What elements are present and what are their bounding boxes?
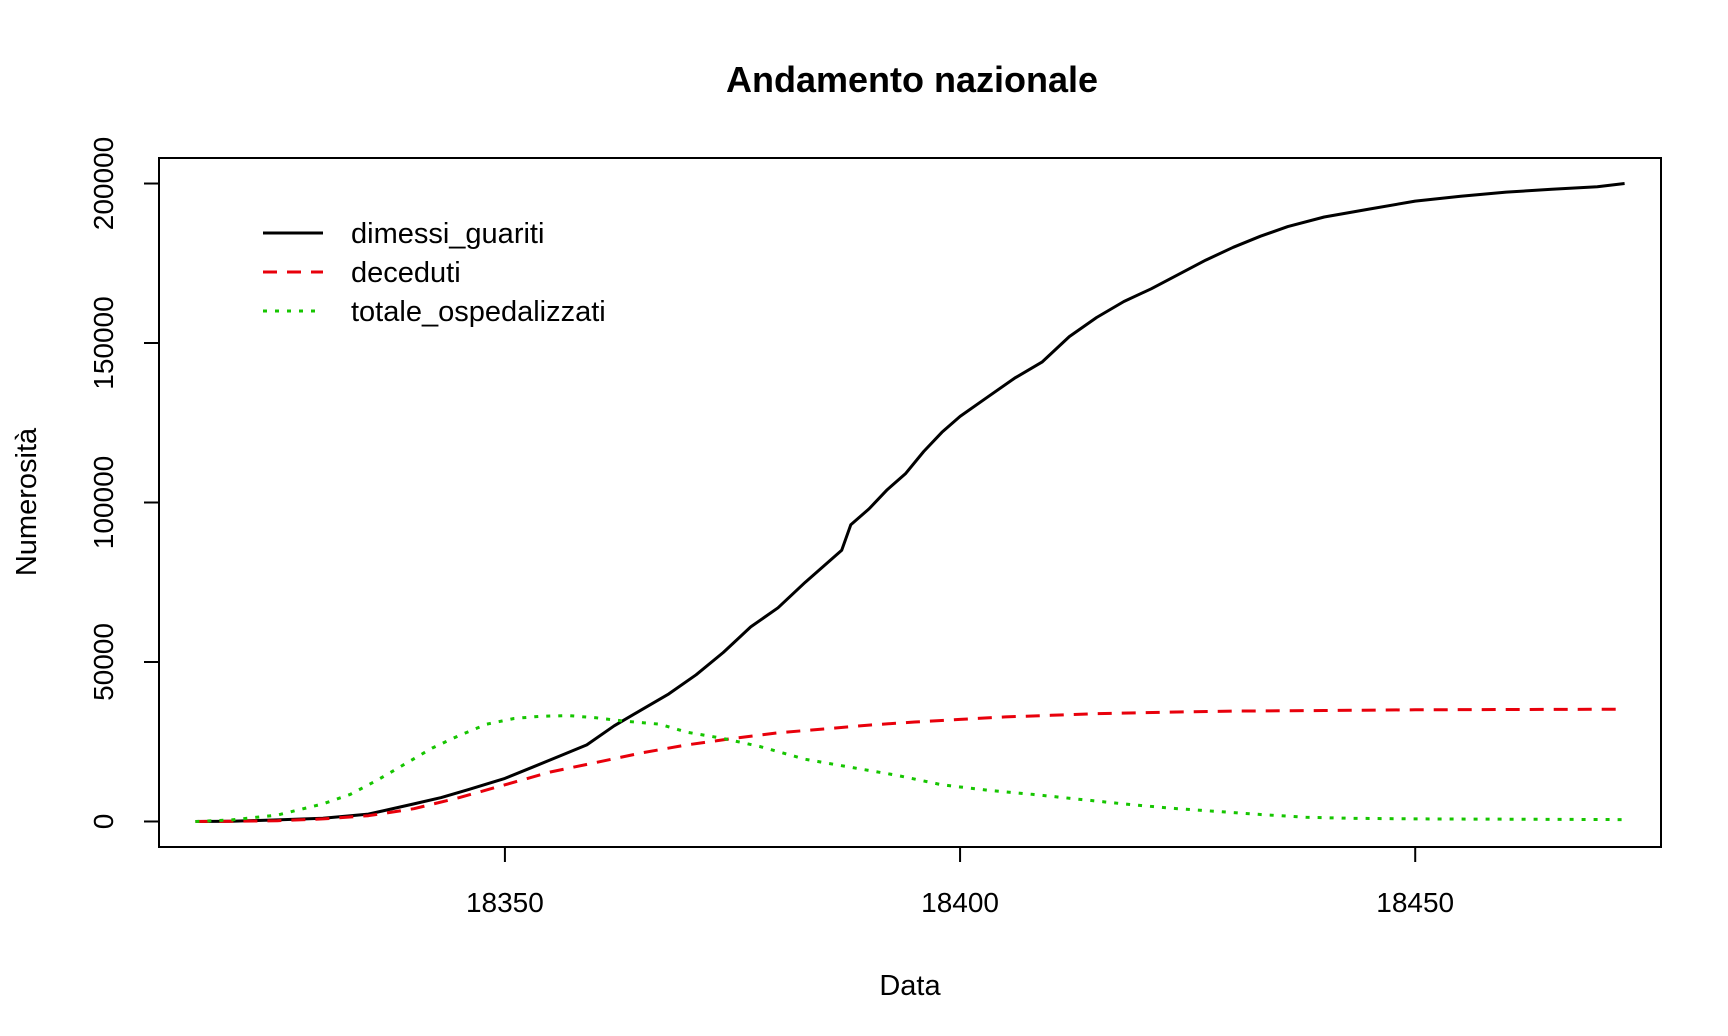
y-tick-label: 150000 bbox=[88, 296, 119, 389]
chart-title: Andamento nazionale bbox=[726, 59, 1098, 100]
x-axis-label: Data bbox=[879, 970, 941, 1002]
y-tick-label: 200000 bbox=[88, 137, 119, 230]
y-axis: 0 50000 100000 150000 200000 bbox=[88, 137, 160, 830]
series-line-dimessi-guariti bbox=[195, 182, 1625, 823]
series-layer bbox=[195, 182, 1625, 823]
y-axis-label: Numerosità bbox=[11, 427, 43, 576]
x-tick-label: 18450 bbox=[1376, 887, 1454, 918]
x-axis: 18350 18400 18450 bbox=[466, 846, 1454, 918]
y-tick-label: 0 bbox=[88, 814, 119, 830]
x-tick-label: 18400 bbox=[921, 887, 999, 918]
legend-label: deceduti bbox=[351, 257, 461, 289]
x-tick-label: 18350 bbox=[466, 887, 544, 918]
legend-label: dimessi_guariti bbox=[351, 218, 544, 250]
y-tick-label: 50000 bbox=[88, 623, 119, 701]
legend-label: totale_ospedalizzati bbox=[351, 296, 606, 328]
legend: dimessi_guariti deceduti totale_ospedalizz… bbox=[263, 218, 606, 328]
series-line-deceduti bbox=[195, 707, 1625, 823]
y-tick-label: 100000 bbox=[88, 456, 119, 549]
